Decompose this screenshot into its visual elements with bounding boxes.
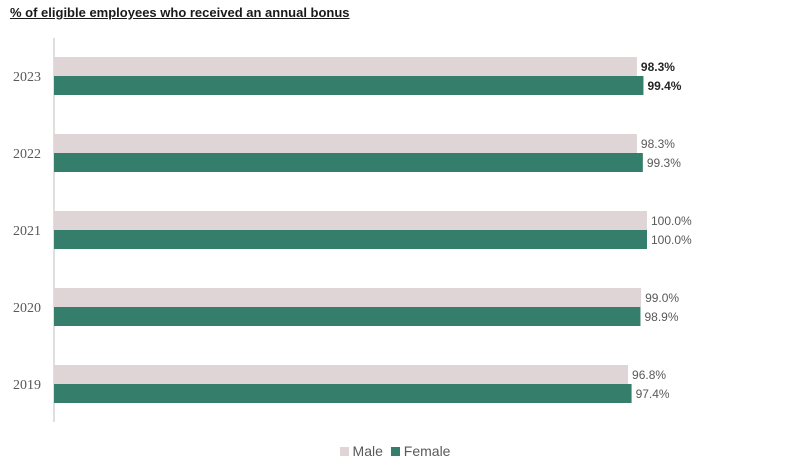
data-label-male-2022: 98.3% [641,137,675,151]
category-label-2020: 2020 [13,301,41,316]
legend-label-female: Female [403,443,451,459]
category-label-2022: 2022 [13,147,41,162]
bar-male-2022 [54,134,637,153]
category-label-2019: 2019 [13,378,41,393]
category-label-2021: 2021 [13,224,41,239]
legend-swatch-male [339,447,349,456]
bar-female-2019 [54,384,632,403]
data-label-female-2019: 97.4% [636,387,670,401]
data-label-male-2020: 99.0% [645,291,679,305]
data-label-female-2022: 99.3% [647,156,681,170]
category-label-2023: 2023 [13,70,41,85]
bar-male-2023 [54,57,637,76]
data-label-male-2021: 100.0% [651,214,692,228]
data-label-female-2023: 99.4% [647,79,681,93]
bar-male-2021 [54,211,647,230]
bar-female-2023 [54,76,644,95]
data-label-male-2019: 96.8% [632,368,666,382]
bar-male-2019 [54,365,629,384]
bar-male-2020 [54,288,642,307]
bar-female-2021 [54,230,647,249]
bar-female-2020 [54,307,641,326]
chart-title: % of eligible employees who received an … [10,5,350,20]
legend: Male Female [0,443,790,459]
legend-item-female: Female [390,443,451,459]
data-label-male-2023: 98.3% [641,60,675,74]
legend-label-male: Male [352,443,383,459]
bar-female-2022 [54,153,643,172]
legend-swatch-female [390,447,400,456]
data-label-female-2021: 100.0% [651,233,692,247]
data-label-female-2020: 98.9% [644,310,678,324]
legend-item-male: Male [339,443,383,459]
